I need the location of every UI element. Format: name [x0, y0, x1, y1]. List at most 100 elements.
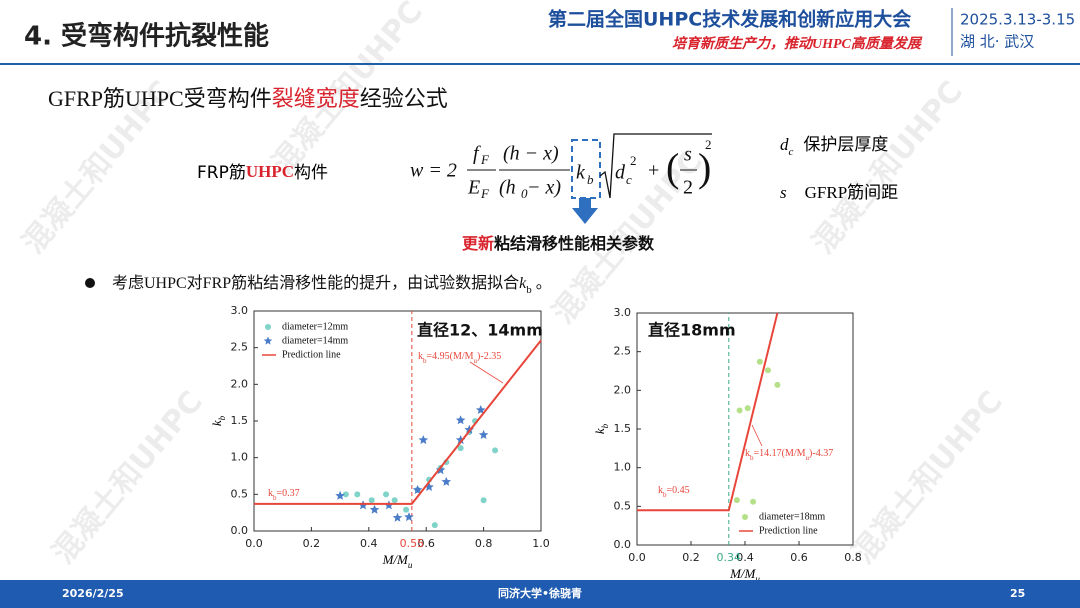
x-tick-label: 0.2	[303, 537, 321, 550]
label-part: k	[745, 448, 750, 459]
definition: s GFRP筋间距	[780, 183, 898, 202]
note-highlight: 更新	[462, 234, 494, 253]
circle-point	[764, 367, 771, 374]
legend-label: Prediction line	[282, 349, 341, 360]
y-tick-label: 2.5	[614, 345, 632, 358]
charts: 0.0 0.2 0.4 0.6 0.8 1.0 0.0 0.5 1.0 1.5 2.0 2.5 3.0 0…	[209, 304, 862, 584]
rich-label: kb=14.17(M/Mu)-4.37	[745, 448, 833, 461]
label-part: )-2.35	[477, 351, 501, 362]
circle-point	[733, 497, 740, 504]
star-point	[404, 512, 414, 522]
formula-sup: 2	[630, 153, 637, 168]
subscript: b	[663, 491, 667, 499]
label-part: =0.45	[667, 485, 690, 496]
x-tick-label: 0.6	[417, 537, 435, 550]
y-tick-label: 0.0	[614, 538, 632, 551]
star-point	[441, 476, 451, 486]
star-point	[412, 484, 423, 494]
y-tick-label: 2.0	[614, 383, 632, 396]
conference-title: 第二届全国UHPC技术发展和创新应用大会	[548, 8, 911, 31]
prediction-line	[637, 312, 779, 512]
circle-point	[492, 447, 499, 454]
label-part: =14.17(M/M	[754, 448, 806, 459]
footer-author: 同济大学•徐骁青	[498, 586, 582, 600]
star-point	[369, 504, 380, 514]
bullet-part: 。	[532, 275, 552, 292]
subscript: u	[806, 454, 810, 462]
label-part: k	[209, 420, 224, 426]
rich-label: M/Mu	[382, 552, 413, 570]
rich-label: kb=4.95(M/Mu)-2.35	[418, 351, 501, 364]
legend-label: Prediction line	[759, 525, 818, 536]
def-symbol: s	[780, 183, 787, 202]
formula-paren: )	[698, 145, 711, 190]
legend-label: diameter=14mm	[282, 335, 348, 346]
legend-label: diameter=12mm	[282, 321, 348, 332]
plot-area	[253, 310, 542, 532]
label-highlight: UHPC	[246, 162, 294, 181]
plot-area	[636, 312, 854, 546]
y-tick-label: 1.0	[614, 461, 632, 474]
star-point	[424, 482, 434, 491]
circle-point	[744, 405, 751, 412]
circle-point	[480, 497, 487, 504]
def-text: GFRP筋间距	[805, 183, 899, 202]
x-tick-label: 0.4	[736, 551, 754, 564]
label-part: M/M	[382, 552, 409, 567]
y-tick-label: 2.5	[231, 341, 249, 354]
formula-sub: c	[626, 172, 632, 187]
note-part: 粘结滑移性能相关参数	[494, 234, 655, 253]
formula-k: k	[576, 162, 586, 184]
definition: dc 保护层厚度	[780, 135, 888, 158]
down-arrow	[572, 198, 598, 224]
label-part: k	[418, 351, 423, 362]
label-part: k	[592, 428, 607, 434]
rich-label: kb	[209, 415, 227, 426]
formula-plus: +	[648, 160, 659, 182]
reference-label: 0.55	[400, 537, 425, 550]
sqrt-sign	[599, 133, 712, 199]
header-rule	[0, 63, 1080, 65]
circle-point	[368, 497, 375, 504]
legend-symbol	[742, 514, 748, 520]
circle-point	[383, 491, 390, 498]
subscript: u	[755, 574, 760, 584]
subtitle-part: 经验公式	[360, 86, 448, 111]
y-tick-label: 1.5	[231, 414, 249, 427]
circle-point	[457, 445, 464, 452]
slogan: 培育新质生产力，推动UHPC高质量发展	[672, 35, 923, 52]
def-sub: c	[789, 146, 794, 158]
bullet-part: 考虑UHPC对FRP筋粘结滑移性能的提升，由试验数据拟合	[112, 274, 519, 292]
star-point	[476, 405, 486, 414]
circle-point	[431, 522, 438, 529]
subscript: u	[408, 560, 413, 570]
star-point	[418, 435, 429, 445]
rich-label: kb=0.37	[268, 488, 300, 501]
x-tick-label: 0.4	[360, 537, 378, 550]
bullet-dot	[85, 278, 95, 288]
label-part: =0.37	[277, 488, 300, 499]
subtitle-highlight: 裂缝宽度	[272, 86, 360, 111]
circle-point	[774, 381, 781, 388]
x-tick-label: 0.8	[844, 551, 862, 564]
rich-label: kb=0.45	[658, 485, 690, 498]
circle-point	[750, 498, 757, 505]
y-tick-label: 0.5	[231, 487, 249, 500]
label-part: k	[658, 485, 663, 496]
chart-title: 直径18mm	[648, 321, 736, 340]
subscript: b	[217, 415, 227, 420]
circle-point	[736, 407, 743, 414]
formula-E: E	[467, 177, 480, 199]
subtitle-part: GFRP筋UHPC受弯构件	[48, 86, 272, 111]
conference-date: 2025.3.13-3.15	[960, 11, 1075, 29]
footer-page: 25	[1010, 587, 1025, 600]
x-tick-label: 0.8	[475, 537, 493, 550]
x-tick-label: 0.0	[628, 551, 646, 564]
formula-s: s	[684, 144, 692, 166]
star-point	[455, 415, 466, 425]
x-tick-label: 0.6	[790, 551, 808, 564]
legend-symbol	[265, 324, 271, 330]
formula-lhs: w = 2	[410, 160, 457, 182]
formula-label: FRP筋UHPC构件	[197, 162, 328, 183]
